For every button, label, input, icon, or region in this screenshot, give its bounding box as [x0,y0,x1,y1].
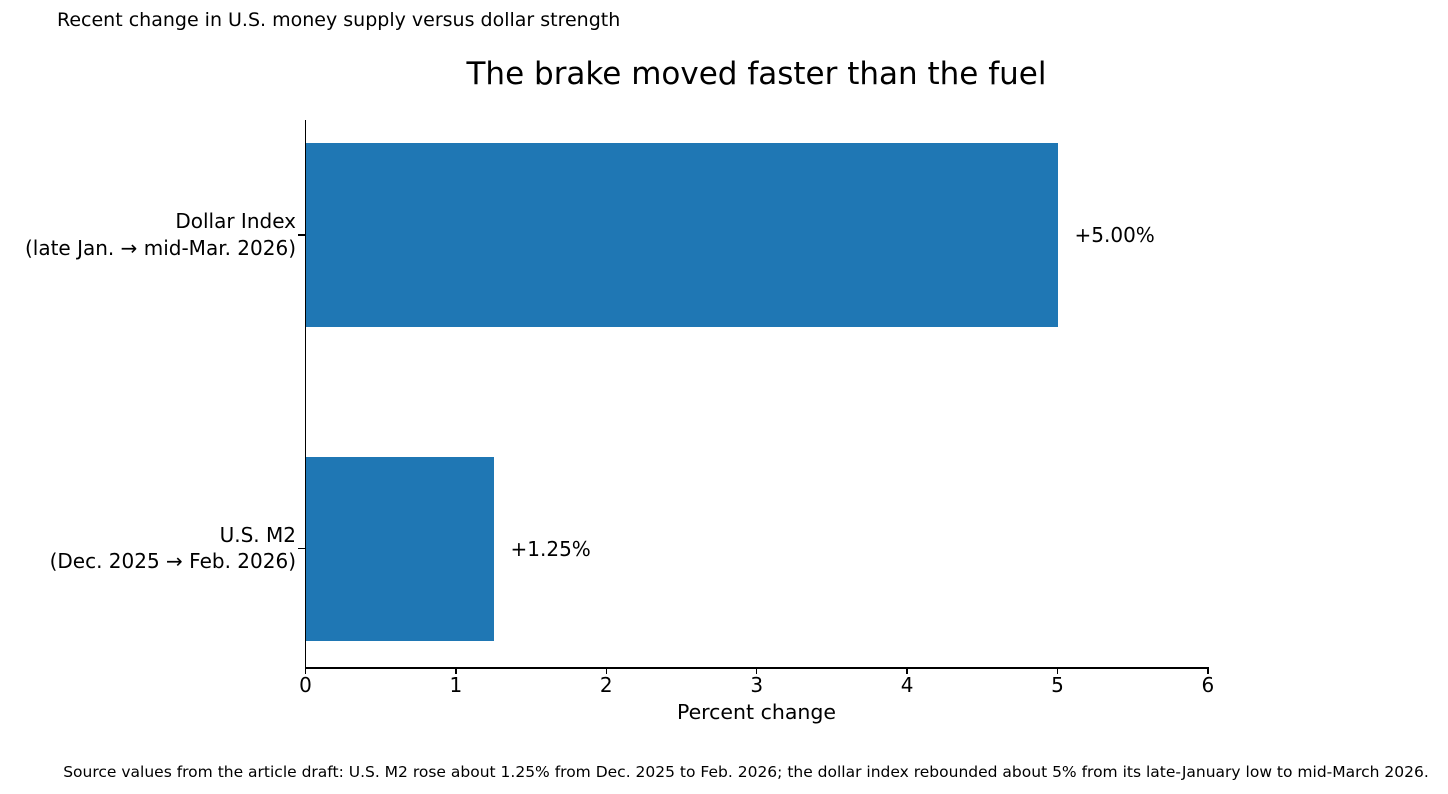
x-axis-tick [1056,668,1059,675]
x-axis-tick-label: 1 [449,673,463,697]
chart-title: The brake moved faster than the fuel [466,56,1047,92]
bar-1 [306,456,495,641]
y-axis-tick [297,547,305,550]
x-axis-tick [455,668,457,675]
source-note: Source values from the article draft: U.… [63,763,1429,781]
x-axis-tick-label: 5 [1051,673,1064,697]
bar-0 [306,143,1059,327]
y-axis-category-label: U.S. M2 (Dec. 2025 → Feb. 2026) [49,522,296,574]
y-axis-category-label: Dollar Index (late Jan. → mid-Mar. 2026) [24,209,296,260]
x-axis-tick [605,668,608,675]
x-axis-tick-label: 4 [900,673,914,697]
x-axis-tick-label: 2 [599,673,613,697]
x-axis-label: Percent change [676,700,837,724]
x-axis-tick [304,668,307,675]
bar-value-label: +5.00% [1074,223,1155,247]
figure-note: Recent change in U.S. money supply versu… [57,9,621,31]
x-axis-spine [304,667,1209,669]
x-axis-tick [1207,668,1209,675]
x-axis-tick-label: 6 [1201,673,1215,697]
bar-value-label: +1.25% [510,536,591,561]
y-axis-spine [304,120,307,669]
y-axis-tick [297,234,305,236]
x-axis-tick [755,668,758,675]
x-axis-tick-label: 3 [750,673,764,697]
x-axis-tick [906,668,908,675]
x-axis-tick-label: 0 [299,673,312,697]
